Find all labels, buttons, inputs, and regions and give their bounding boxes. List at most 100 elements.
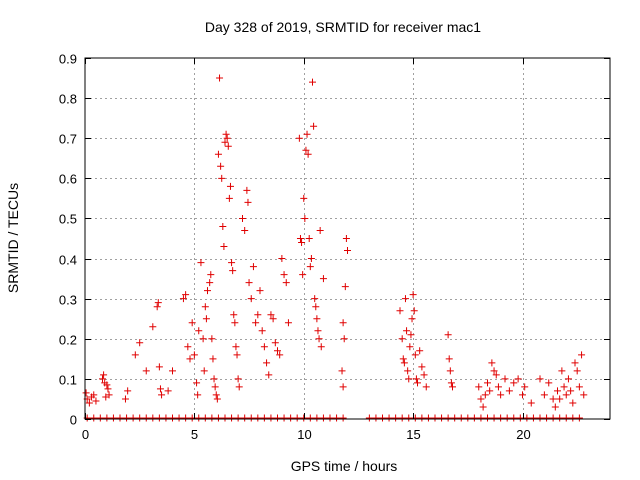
y-tick-label: 0.4 — [59, 253, 77, 268]
data-point — [214, 414, 222, 422]
data-point — [567, 387, 575, 395]
y-tick-label: 0.5 — [59, 212, 77, 227]
data-point — [199, 335, 207, 343]
data-point — [293, 414, 301, 422]
plot-frame — [84, 57, 611, 420]
data-point — [494, 383, 502, 391]
data-point — [129, 414, 137, 422]
data-point — [220, 243, 228, 251]
data-point — [333, 414, 341, 422]
data-point — [265, 371, 273, 379]
data-point — [464, 414, 472, 422]
data-point — [154, 299, 162, 307]
data-point — [486, 387, 494, 395]
data-point — [155, 363, 163, 371]
data-point — [311, 295, 319, 303]
data-point — [444, 414, 452, 422]
data-point — [449, 383, 456, 391]
data-point — [556, 395, 564, 403]
data-point — [340, 335, 348, 343]
data-point — [573, 367, 581, 375]
data-point — [477, 395, 485, 403]
data-point — [560, 383, 568, 391]
data-point — [85, 399, 93, 407]
data-points — [82, 74, 588, 422]
data-point — [457, 414, 465, 422]
data-point — [90, 391, 98, 399]
y-tick-labels: 0 0.1 0.2 0.3 0.4 0.5 0.6 0.7 0.8 0.9 — [59, 52, 77, 428]
data-point — [260, 414, 268, 422]
data-point — [195, 327, 203, 335]
data-point — [164, 387, 172, 395]
data-point — [219, 222, 227, 230]
data-point — [210, 375, 218, 383]
data-point — [299, 271, 307, 279]
data-point — [252, 319, 260, 327]
data-point — [90, 414, 98, 422]
data-point — [407, 331, 415, 339]
data-point — [431, 414, 439, 422]
data-point — [260, 343, 268, 351]
data-point — [296, 235, 304, 242]
data-point — [225, 194, 233, 202]
data-point — [258, 327, 266, 335]
data-point — [549, 414, 557, 422]
data-point — [121, 395, 129, 403]
data-point — [245, 279, 253, 287]
data-point — [523, 414, 531, 422]
data-point — [309, 78, 316, 86]
data-point — [175, 414, 183, 422]
data-point — [271, 339, 279, 347]
data-point — [396, 307, 404, 315]
data-point — [422, 383, 430, 391]
data-point — [409, 291, 417, 299]
data-point — [479, 403, 487, 411]
data-point — [536, 375, 544, 383]
data-point — [105, 391, 113, 399]
data-point — [234, 375, 242, 383]
y-tick-label: 0.9 — [59, 52, 77, 67]
data-point — [475, 383, 483, 391]
data-point — [149, 414, 157, 422]
data-point — [392, 414, 400, 422]
data-point — [342, 235, 350, 242]
data-point — [411, 414, 419, 422]
data-point — [503, 414, 511, 422]
data-point — [206, 279, 214, 287]
data-point — [540, 391, 548, 399]
y-axis-label: SRMTID / TECUs — [5, 183, 21, 293]
data-point — [316, 226, 324, 234]
data-point — [578, 351, 586, 359]
data-point — [545, 379, 553, 387]
data-point — [411, 351, 419, 359]
data-point — [116, 414, 124, 422]
data-point — [447, 379, 455, 387]
data-point — [412, 375, 420, 383]
data-point — [490, 367, 498, 375]
data-point — [385, 414, 393, 422]
data-point — [510, 379, 518, 387]
data-point — [405, 375, 413, 383]
x-tick-label: 0 — [82, 427, 89, 442]
data-point — [158, 391, 166, 399]
data-point — [229, 267, 237, 275]
data-point — [224, 142, 232, 150]
data-point — [404, 367, 412, 375]
data-point — [298, 239, 306, 247]
data-point — [216, 74, 224, 82]
data-point — [307, 255, 315, 263]
data-point — [313, 414, 321, 422]
data-point — [569, 414, 577, 422]
data-point — [267, 311, 275, 319]
data-point — [276, 351, 284, 359]
data-point — [204, 287, 211, 295]
data-point — [529, 414, 537, 422]
data-point — [444, 331, 452, 339]
data-point — [505, 387, 513, 395]
data-point — [470, 414, 478, 422]
data-point — [339, 383, 347, 391]
data-point — [232, 343, 240, 351]
grid-lines — [85, 58, 610, 419]
data-point — [488, 359, 496, 367]
data-point — [401, 295, 409, 303]
